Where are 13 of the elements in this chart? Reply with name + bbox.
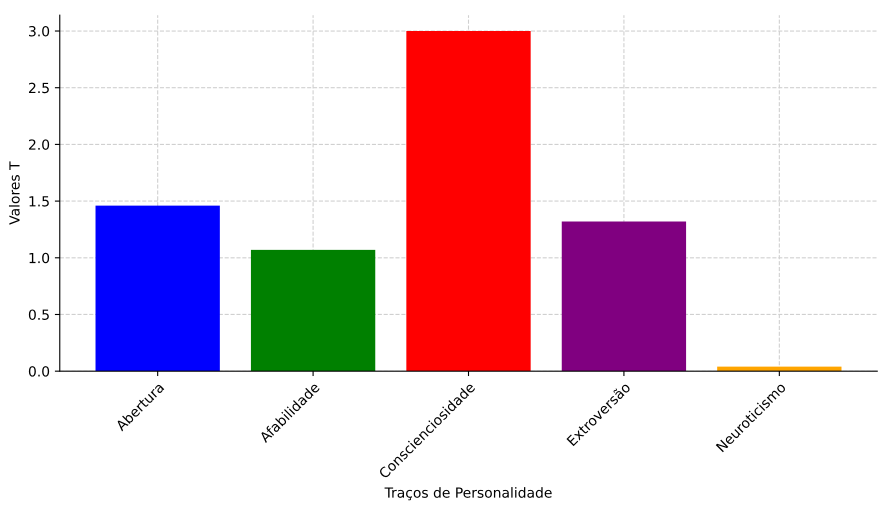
y-tick-label: 2.0	[28, 139, 50, 150]
bar	[406, 31, 531, 372]
bar	[562, 222, 686, 372]
y-tick-label: 0.5	[28, 309, 49, 320]
bar	[96, 206, 220, 372]
x-axis-title: Traços de Personalidade	[384, 487, 552, 500]
y-tick-label: 3.0	[29, 26, 50, 36]
y-tick-label: 1.0	[29, 252, 50, 264]
bar	[250, 250, 376, 372]
y-axis-title: Valores T	[8, 161, 20, 225]
y-tick-label: 0.0	[28, 366, 50, 377]
y-tick-label: 2.5	[28, 82, 49, 94]
y-tick-label: 1.5	[29, 196, 49, 207]
